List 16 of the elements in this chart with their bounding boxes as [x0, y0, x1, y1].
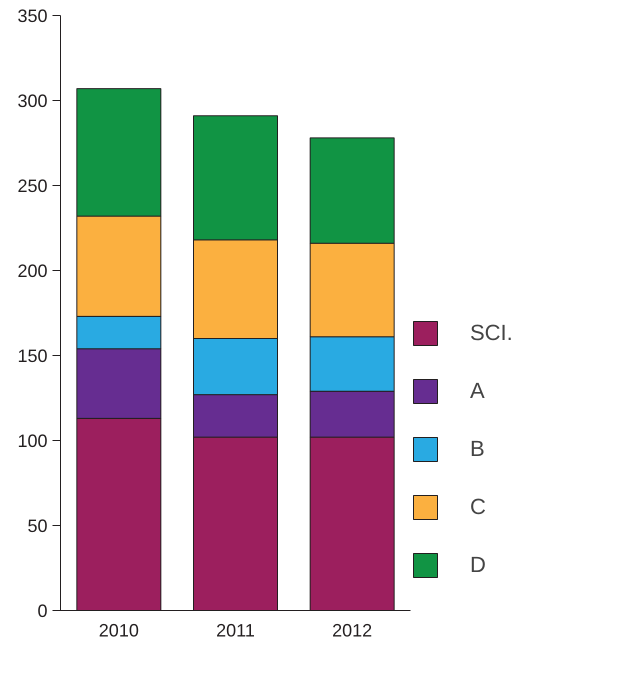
y-tick-label: 50	[27, 516, 48, 536]
y-tick-label: 0	[37, 601, 48, 621]
y-tick-label: 350	[17, 6, 48, 26]
y-tick-label: 300	[17, 91, 48, 111]
y-tick-label: 150	[17, 346, 48, 366]
legend-label: A	[470, 378, 486, 404]
legend-label: D	[470, 552, 487, 578]
legend-label: SCI.	[470, 320, 513, 346]
y-tick-label: 200	[17, 261, 48, 281]
legend-label: C	[470, 494, 487, 520]
legend-label: B	[470, 436, 486, 462]
x-tick-label: 2010	[98, 620, 139, 640]
x-tick-label: 2011	[216, 620, 255, 640]
y-tick-label: 250	[17, 176, 48, 196]
y-tick-label: 100	[17, 431, 48, 451]
x-tick-label: 2012	[332, 620, 372, 640]
